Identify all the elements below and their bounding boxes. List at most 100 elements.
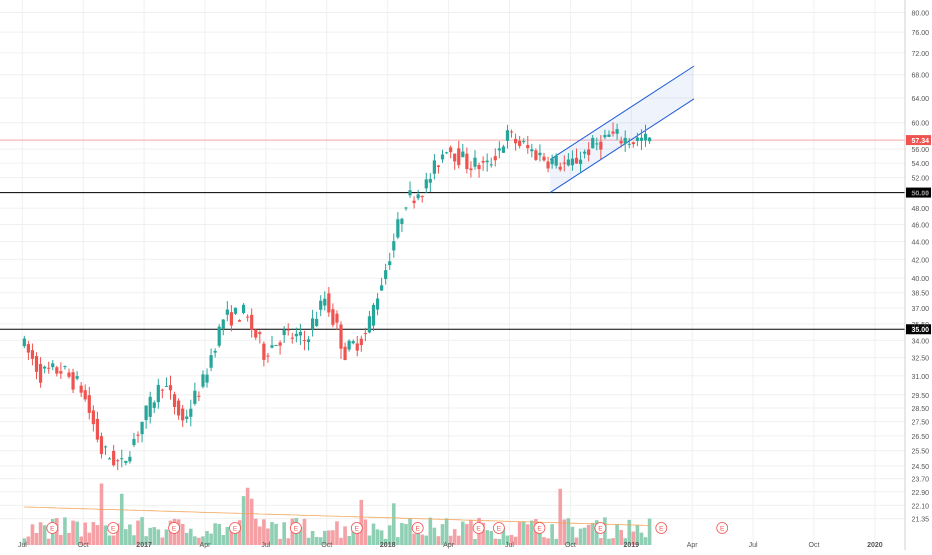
y-tick-label: 22.10 <box>911 503 929 510</box>
candle <box>457 140 461 169</box>
candle-body <box>359 338 363 346</box>
candle <box>412 196 416 209</box>
candle-body <box>331 309 335 325</box>
x-tick-label: Jul <box>505 542 514 549</box>
earnings-marker[interactable]: E <box>492 522 505 534</box>
candle <box>408 181 412 198</box>
earnings-marker-label[interactable]: E <box>497 526 502 533</box>
earnings-marker-label[interactable]: E <box>537 526 542 533</box>
earnings-marker-circle[interactable] <box>350 522 363 534</box>
candle-body <box>351 341 355 344</box>
earnings-marker-circle[interactable] <box>46 522 59 534</box>
candle-body <box>522 141 526 143</box>
earnings-marker-circle[interactable] <box>655 522 668 534</box>
volume-bar <box>440 524 445 545</box>
volume-bar <box>38 522 43 545</box>
volume-bar <box>639 532 644 545</box>
candle-body <box>229 312 233 326</box>
candle <box>103 445 108 456</box>
candle-body <box>408 190 412 196</box>
volume-bar <box>461 521 465 545</box>
candle <box>607 130 611 138</box>
volume-bar <box>298 526 303 545</box>
earnings-marker-circle[interactable] <box>533 522 546 534</box>
candle <box>550 154 554 169</box>
earnings-marker[interactable]: E <box>472 522 485 534</box>
earnings-marker[interactable]: E <box>655 522 668 534</box>
candle-body <box>501 146 506 153</box>
candle-body <box>185 416 189 419</box>
earnings-marker[interactable]: E <box>533 522 546 534</box>
candle-body <box>95 418 100 440</box>
earnings-marker-label[interactable]: E <box>294 526 299 533</box>
earnings-marker-circle[interactable] <box>107 522 120 534</box>
earnings-marker-circle[interactable] <box>594 522 607 534</box>
earnings-marker-circle[interactable] <box>168 522 181 534</box>
candle <box>639 129 644 151</box>
earnings-marker[interactable]: E <box>594 522 607 534</box>
earnings-marker-label[interactable]: E <box>233 526 238 533</box>
candle-body <box>392 241 396 251</box>
candle <box>270 336 274 349</box>
earnings-marker-circle[interactable] <box>492 522 505 534</box>
earnings-marker-circle[interactable] <box>229 522 241 534</box>
earnings-marker-label[interactable]: E <box>598 526 603 533</box>
candle-body <box>574 157 579 164</box>
candle-body <box>635 137 639 141</box>
volume-bar <box>136 520 140 545</box>
earnings-marker[interactable]: E <box>716 522 729 534</box>
candle <box>250 308 254 338</box>
candle <box>262 341 266 367</box>
earnings-marker[interactable]: E <box>168 522 181 534</box>
candle-body <box>266 355 270 357</box>
candle-body <box>298 331 303 336</box>
earnings-marker-label[interactable]: E <box>111 526 116 533</box>
volume-bar <box>347 536 351 545</box>
volume-bar <box>205 531 209 545</box>
candle-body <box>160 389 164 391</box>
candle <box>310 309 315 337</box>
candle-body <box>278 342 282 346</box>
earnings-marker-label[interactable]: E <box>720 526 725 533</box>
earnings-marker-label[interactable]: E <box>659 526 664 533</box>
earnings-marker-circle[interactable] <box>411 522 424 534</box>
volume-bar <box>424 535 429 545</box>
earnings-marker[interactable]: E <box>350 522 363 534</box>
earnings-marker-circle[interactable] <box>716 522 729 534</box>
earnings-marker-label[interactable]: E <box>172 526 177 533</box>
candle <box>331 303 335 328</box>
candle-body <box>583 151 587 154</box>
earnings-marker-label[interactable]: E <box>476 526 481 533</box>
earnings-marker[interactable]: E <box>229 522 241 534</box>
candle-body <box>566 159 570 166</box>
candle <box>197 391 201 402</box>
volume-bar <box>270 522 274 545</box>
volume-bar <box>71 520 75 545</box>
candle-body <box>168 385 173 391</box>
candle <box>380 277 384 291</box>
earnings-marker[interactable]: E <box>107 522 120 534</box>
y-tick-label: 24.50 <box>911 464 929 471</box>
earnings-marker-label[interactable]: E <box>50 526 55 533</box>
earnings-marker[interactable]: E <box>46 522 59 534</box>
candle <box>392 233 396 258</box>
volume-bar <box>241 496 246 545</box>
earnings-marker-label[interactable]: E <box>355 526 360 533</box>
candle <box>168 375 173 400</box>
earnings-marker-label[interactable]: E <box>416 526 421 533</box>
earnings-marker-circle[interactable] <box>289 522 302 534</box>
earnings-marker-circle[interactable] <box>472 522 485 534</box>
earnings-marker[interactable]: E <box>289 522 302 534</box>
candle-body <box>631 142 635 145</box>
volume-layer <box>22 483 652 545</box>
earnings-marker[interactable]: E <box>411 522 424 534</box>
candle <box>473 150 477 170</box>
candle <box>599 135 603 160</box>
y-tick-label: 50.00 <box>911 191 929 198</box>
volume-bar <box>111 535 116 545</box>
volume-bar <box>237 520 242 545</box>
candle-body <box>453 153 457 162</box>
candle-body <box>534 150 538 160</box>
volume-bar <box>444 518 449 545</box>
